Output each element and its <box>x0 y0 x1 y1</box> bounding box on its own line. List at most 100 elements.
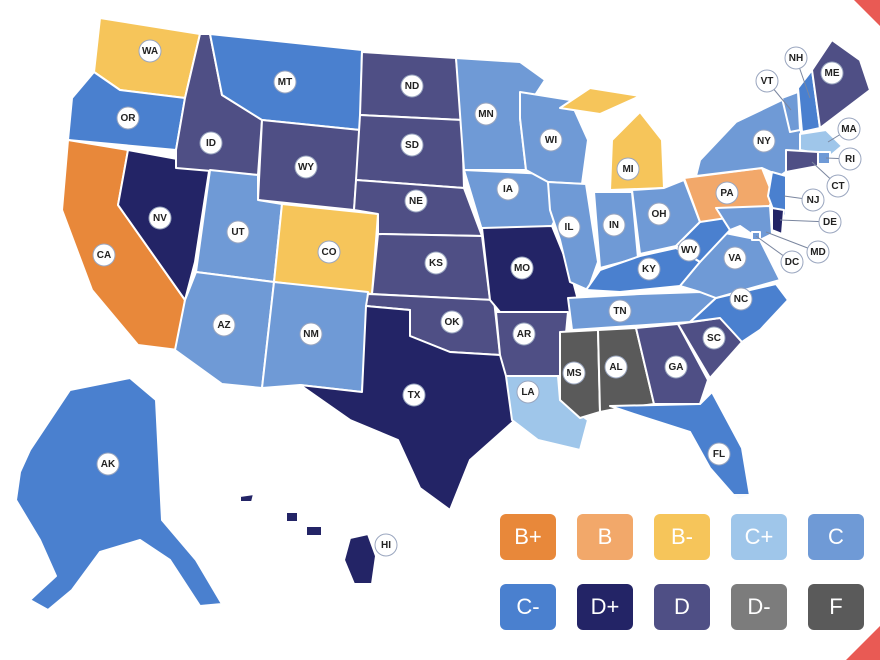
state-label-text: VT <box>761 76 774 87</box>
state-label-text: OK <box>445 317 461 328</box>
state-label-text: MN <box>478 109 494 120</box>
state-label-circle <box>604 355 628 379</box>
state-label-text: KY <box>642 264 656 275</box>
state-label-tn: TN <box>608 299 632 323</box>
state-label-circle <box>616 157 640 181</box>
state-label-text: OR <box>121 113 137 124</box>
state-label-circle <box>702 326 726 350</box>
state-label-text: RI <box>845 154 855 165</box>
state-label-text: DE <box>823 217 837 228</box>
state-label-circle <box>400 133 424 157</box>
state-label-in: IN <box>602 213 626 237</box>
state-label-id: ID <box>199 131 223 155</box>
legend-swatch-f: F <box>808 584 864 630</box>
state-label-text: TX <box>408 390 421 401</box>
state-fl[interactable] <box>609 391 751 501</box>
state-label-dc: DC <box>780 250 804 274</box>
state-label-va: VA <box>723 246 747 270</box>
state-label-ok: OK <box>440 310 464 334</box>
state-label-text: NY <box>757 136 771 147</box>
state-ct[interactable] <box>785 149 819 173</box>
state-label-text: WA <box>142 46 158 57</box>
state-label-circle <box>755 69 779 93</box>
state-label-ks: KS <box>424 251 448 275</box>
state-ma[interactable] <box>799 129 843 157</box>
state-label-mi: MI <box>616 157 640 181</box>
state-label-text: OH <box>652 209 667 220</box>
state-label-fl: FL <box>707 442 731 466</box>
state-label-text: CT <box>831 181 844 192</box>
state-label-text: AZ <box>217 320 230 331</box>
state-label-text: PA <box>720 188 733 199</box>
state-de[interactable] <box>771 207 785 235</box>
state-ar[interactable] <box>495 311 569 377</box>
state-label-circle <box>602 213 626 237</box>
state-label-ca: CA <box>92 243 116 267</box>
legend-swatch-d-minus: D- <box>731 584 787 630</box>
state-label-circle <box>212 313 236 337</box>
state-label-text: VA <box>728 253 741 264</box>
state-label-ne: NE <box>404 189 428 213</box>
state-label-text: NH <box>789 53 803 64</box>
state-label-text: HI <box>381 540 391 551</box>
state-shapes <box>15 17 871 611</box>
state-label-circle <box>806 240 830 264</box>
state-label-text: AL <box>609 362 622 373</box>
state-label-md: MD <box>806 240 830 264</box>
state-label-text: MO <box>514 263 530 274</box>
state-label-text: NE <box>409 196 423 207</box>
state-label-text: IA <box>503 184 513 195</box>
state-vt[interactable] <box>781 91 801 133</box>
state-label-mt: MT <box>273 70 297 94</box>
state-label-text: SD <box>405 140 419 151</box>
state-tx[interactable] <box>299 305 517 511</box>
state-label-text: ND <box>405 81 419 92</box>
state-label-text: DC <box>785 257 799 268</box>
state-label-circle <box>226 220 250 244</box>
state-label-circle <box>664 355 688 379</box>
state-label-circle <box>677 238 701 262</box>
state-label-wv: WV <box>677 238 701 262</box>
state-label-mn: MN <box>474 102 498 126</box>
legend-swatch-b-minus: B- <box>654 514 710 560</box>
state-label-circle <box>539 128 563 152</box>
state-label-hi: HI <box>374 533 398 557</box>
state-label-circle <box>512 322 536 346</box>
state-label-circle <box>116 106 140 130</box>
state-label-ak: AK <box>96 452 120 476</box>
state-label-text: SC <box>707 333 721 344</box>
state-label-oh: OH <box>647 202 671 226</box>
state-label-text: NV <box>153 213 167 224</box>
state-label-circle <box>516 380 540 404</box>
state-label-circle <box>780 250 804 274</box>
state-label-nh: NH <box>784 46 808 70</box>
state-label-circle <box>715 181 739 205</box>
state-label-text: FL <box>713 449 725 460</box>
legend-swatch-c: C <box>808 514 864 560</box>
state-label-circle <box>562 361 586 385</box>
state-label-or: OR <box>116 106 140 130</box>
state-label-circle <box>752 129 776 153</box>
state-label-circle <box>707 442 731 466</box>
state-label-circle <box>474 102 498 126</box>
state-label-sc: SC <box>702 326 726 350</box>
state-label-text: TN <box>613 306 626 317</box>
state-label-text: IL <box>565 222 574 233</box>
state-label-circle <box>826 174 850 198</box>
state-label-il: IL <box>557 215 581 239</box>
state-label-nc: NC <box>729 287 753 311</box>
state-label-circle <box>404 189 428 213</box>
legend-swatch-b-minusplus: B+ <box>500 514 556 560</box>
state-label-text: WI <box>545 135 557 146</box>
state-hi[interactable] <box>239 493 377 585</box>
state-label-text: CO <box>322 247 337 258</box>
state-label-circle <box>820 61 844 85</box>
state-label-text: AR <box>517 329 532 340</box>
state-label-text: ME <box>825 68 840 79</box>
state-label-nd: ND <box>400 74 424 98</box>
state-ak[interactable] <box>15 377 223 611</box>
state-label-text: WV <box>681 245 697 256</box>
state-label-circle <box>92 243 116 267</box>
state-me[interactable] <box>811 39 871 129</box>
state-label-circle <box>837 117 861 141</box>
